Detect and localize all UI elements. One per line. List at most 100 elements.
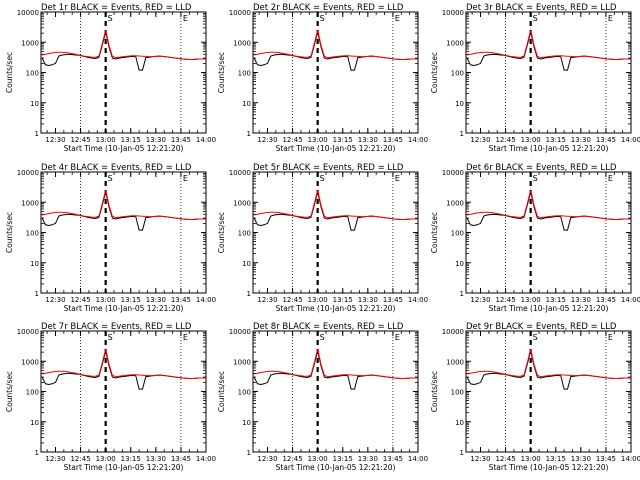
y-tick-label: 1000	[446, 199, 464, 207]
y-tick-label: 10000	[442, 169, 464, 177]
x-tick-label: 12:45	[70, 455, 90, 463]
x-tick-label: 13:45	[596, 296, 616, 304]
x-tick-label: 14:00	[196, 455, 216, 463]
x-tick-label: 12:45	[495, 136, 515, 144]
y-axis-label: Counts/sec	[217, 371, 226, 412]
marker-label: E	[183, 174, 188, 183]
marker-label: S	[320, 14, 325, 23]
y-tick-label: 10000	[229, 9, 251, 17]
panel-title: Det 6r BLACK = Events, RED = LLD	[466, 163, 617, 173]
x-tick-label: 13:30	[571, 296, 591, 304]
x-tick-label: 12:45	[70, 136, 90, 144]
series-line-lld	[41, 189, 206, 220]
panel-3: Det 3r BLACK = Events, RED = LLD 1 10 100 10…	[430, 3, 640, 153]
x-tick-label: 13:30	[358, 296, 378, 304]
panel-title: Det 2r BLACK = Events, RED = LLD	[253, 3, 404, 13]
x-tick-label: 13:00	[96, 296, 116, 304]
panel-2: Det 2r BLACK = Events, RED = LLD 1 10 100 10…	[217, 3, 428, 153]
x-tick-label: 12:30	[45, 136, 65, 144]
marker-label: E	[608, 14, 613, 23]
x-axis-label: Start Time (10-Jan-05 12:21:20)	[64, 463, 184, 472]
marker-label: E	[608, 174, 613, 183]
panel-4: Det 4r BLACK = Events, RED = LLD 1 10 100 10…	[5, 163, 216, 313]
panel-1: Det 1r BLACK = Events, RED = LLD 1 10 100 10…	[5, 3, 216, 153]
x-tick-label: 13:30	[146, 455, 166, 463]
x-tick-label: 13:15	[546, 296, 566, 304]
x-tick-label: 14:00	[196, 136, 216, 144]
y-tick-label: 10	[30, 100, 39, 108]
y-tick-label: 100	[451, 389, 464, 397]
x-axis-label: Start Time (10-Jan-05 12:21:20)	[489, 144, 609, 153]
y-tick-label: 100	[26, 389, 39, 397]
x-tick-label: 13:00	[521, 136, 541, 144]
y-axis-label: Counts/sec	[430, 371, 439, 412]
y-tick-label: 10	[242, 100, 251, 108]
x-tick-label: 14:00	[408, 296, 428, 304]
x-tick-label: 14:00	[196, 296, 216, 304]
y-tick-label: 1	[460, 130, 464, 138]
y-axis-label: Counts/sec	[5, 371, 14, 412]
series-line-lld	[466, 189, 631, 220]
x-tick-label: 12:45	[495, 455, 515, 463]
panel-title: Det 1r BLACK = Events, RED = LLD	[41, 3, 192, 13]
x-tick-label: 13:00	[308, 136, 328, 144]
x-tick-label: 13:45	[171, 455, 191, 463]
y-tick-label: 100	[26, 70, 39, 78]
x-tick-label: 13:00	[96, 136, 116, 144]
x-tick-label: 13:30	[571, 136, 591, 144]
panel-title: Det 7r BLACK = Events, RED = LLD	[41, 322, 192, 332]
x-tick-label: 12:45	[282, 136, 302, 144]
marker-label: E	[183, 333, 188, 342]
marker-label: E	[395, 14, 400, 23]
y-tick-label: 100	[238, 70, 251, 78]
marker-label: S	[108, 14, 113, 23]
x-axis-label: Start Time (10-Jan-05 12:21:20)	[276, 304, 396, 313]
y-tick-label: 1000	[233, 199, 251, 207]
x-tick-label: 12:30	[45, 455, 65, 463]
panel-9: Det 9r BLACK = Events, RED = LLD 1 10 100 10…	[430, 322, 640, 472]
marker-label: E	[183, 14, 188, 23]
y-tick-label: 10	[455, 100, 464, 108]
marker-label: S	[320, 174, 325, 183]
series-line-lld	[253, 348, 418, 379]
x-axis-label: Start Time (10-Jan-05 12:21:20)	[276, 144, 396, 153]
y-tick-label: 10000	[442, 9, 464, 17]
x-tick-label: 14:00	[408, 136, 428, 144]
y-tick-label: 100	[238, 230, 251, 238]
panel-title: Det 8r BLACK = Events, RED = LLD	[253, 322, 404, 332]
x-tick-label: 13:30	[146, 136, 166, 144]
x-tick-label: 13:15	[546, 455, 566, 463]
y-tick-label: 10	[30, 419, 39, 427]
x-tick-label: 13:15	[546, 136, 566, 144]
y-tick-label: 1000	[446, 39, 464, 47]
y-axis-label: Counts/sec	[5, 212, 14, 253]
x-tick-label: 13:30	[358, 136, 378, 144]
x-tick-label: 13:45	[596, 136, 616, 144]
x-tick-label: 12:30	[470, 455, 490, 463]
panel-title: Det 4r BLACK = Events, RED = LLD	[41, 163, 192, 173]
x-tick-label: 13:45	[171, 296, 191, 304]
y-tick-label: 1	[247, 290, 251, 298]
x-axis-label: Start Time (10-Jan-05 12:21:20)	[276, 463, 396, 472]
x-tick-label: 12:30	[257, 296, 277, 304]
x-tick-label: 12:45	[282, 296, 302, 304]
x-tick-label: 13:00	[308, 296, 328, 304]
x-tick-label: 12:30	[257, 136, 277, 144]
y-tick-label: 100	[451, 70, 464, 78]
series-line-events	[466, 191, 631, 231]
x-tick-label: 13:15	[333, 296, 353, 304]
y-tick-label: 1000	[21, 358, 39, 366]
series-line-events	[253, 191, 418, 231]
x-tick-label: 13:15	[121, 136, 141, 144]
series-line-events	[253, 31, 418, 71]
y-tick-label: 1000	[233, 358, 251, 366]
y-tick-label: 10	[242, 260, 251, 268]
x-tick-label: 12:30	[45, 296, 65, 304]
series-line-events	[466, 350, 631, 390]
y-tick-label: 10000	[229, 328, 251, 336]
x-axis-label: Start Time (10-Jan-05 12:21:20)	[64, 304, 184, 313]
y-tick-label: 1	[35, 449, 39, 457]
marker-label: E	[608, 333, 613, 342]
